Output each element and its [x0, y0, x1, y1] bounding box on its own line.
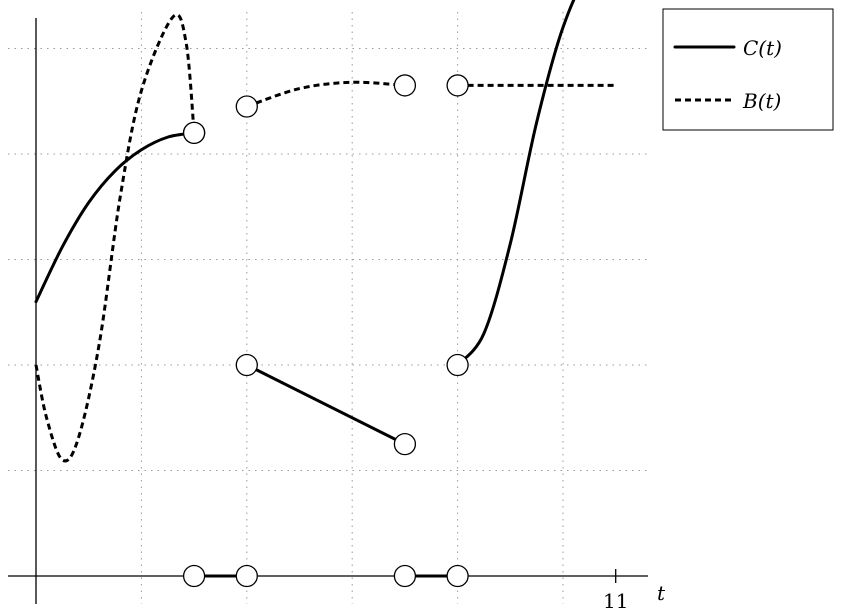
open-point-marker	[446, 353, 469, 377]
series-segment	[246, 80, 405, 108]
series-b	[34, 13, 616, 463]
x-axis-title: t	[657, 581, 666, 605]
open-point-marker	[182, 564, 206, 588]
series-segment	[34, 13, 196, 463]
legend-box	[662, 8, 834, 131]
open-point-marker	[235, 564, 258, 588]
series-segment	[456, 0, 576, 367]
x-tick-label: 11	[603, 589, 628, 613]
axes	[8, 18, 648, 604]
series-segment	[245, 363, 407, 446]
series-segment	[34, 131, 196, 304]
open-point-marker	[393, 74, 417, 97]
open-point-marker	[235, 95, 258, 118]
open-point-marker	[446, 74, 469, 97]
open-point-marker	[393, 432, 417, 456]
open-markers	[182, 74, 469, 588]
legend: C(t) B(t)	[662, 8, 834, 131]
open-point-marker	[393, 564, 417, 588]
x-ticks: 11	[603, 569, 628, 613]
legend-label-b: B(t)	[742, 89, 781, 113]
series-layer	[34, 0, 616, 588]
open-point-marker	[182, 121, 206, 145]
open-point-marker	[446, 564, 469, 588]
open-point-marker	[235, 353, 258, 377]
legend-label-c: C(t)	[743, 36, 782, 60]
